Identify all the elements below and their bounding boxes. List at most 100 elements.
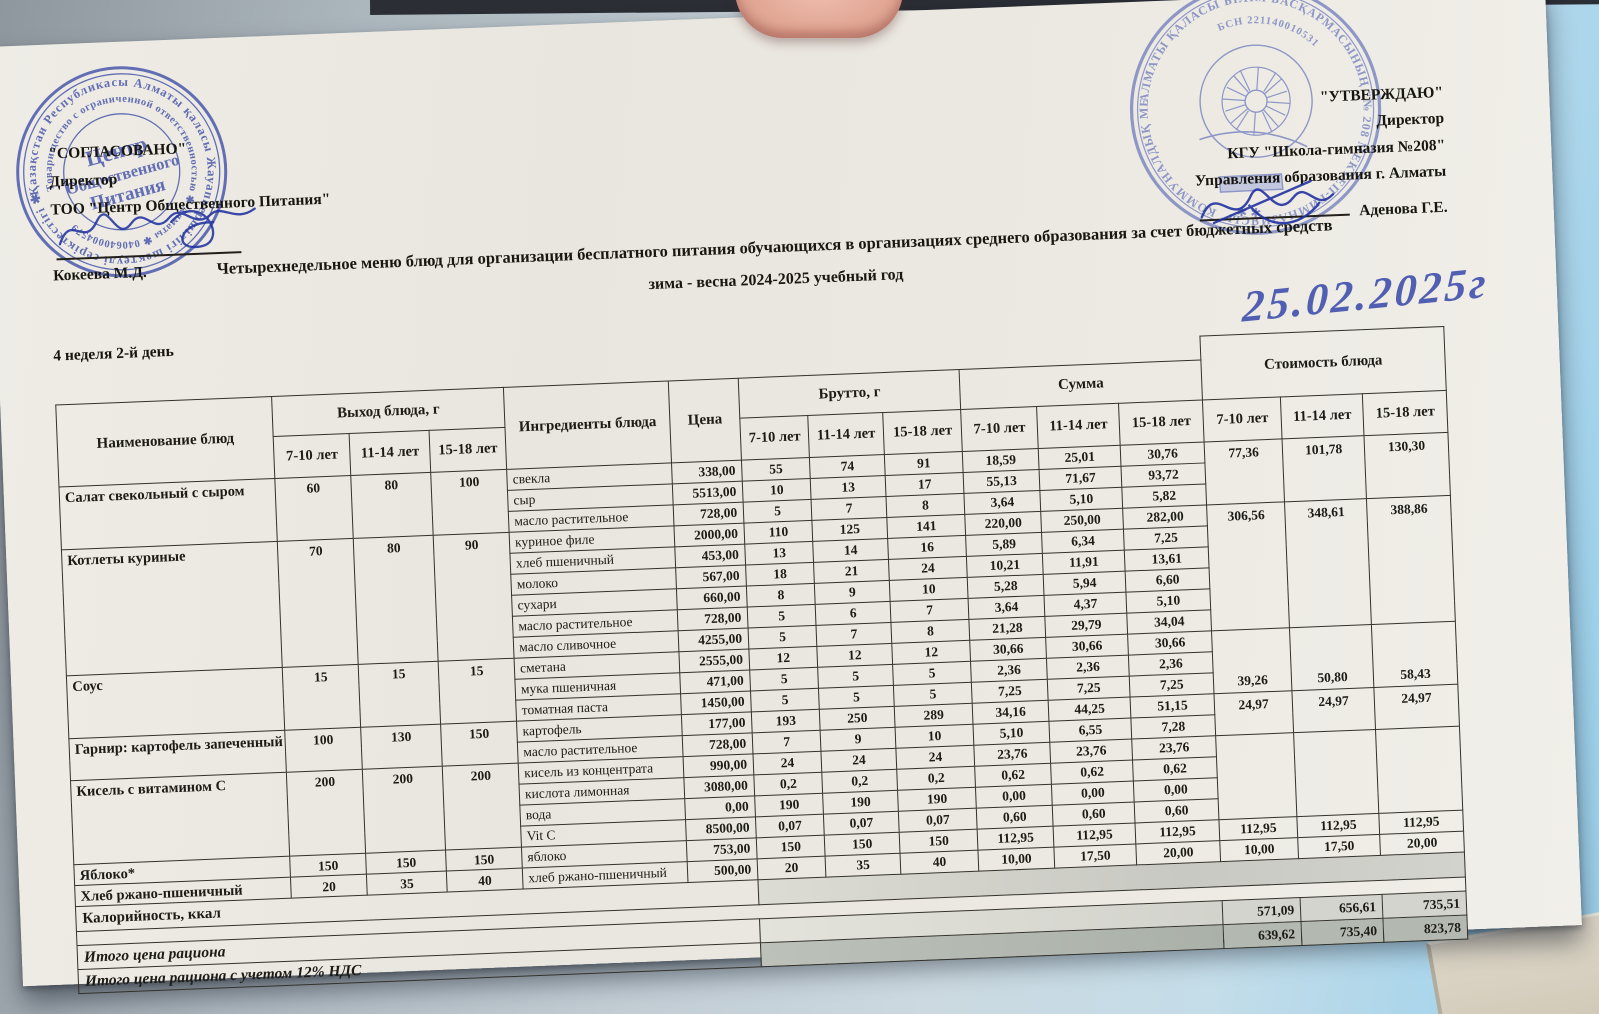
price-cell: 728,00: [673, 502, 745, 526]
brutto-cell: 9: [820, 727, 897, 752]
sum-cell: 3,64: [964, 490, 1041, 515]
age-header-cell: 15-18 лет: [882, 409, 963, 455]
age-header-cell: 11-14 лет: [1036, 403, 1121, 449]
price-cell: 753,00: [686, 837, 758, 862]
age-header-cell: 15-18 лет: [429, 427, 507, 473]
brutto-cell: 0,2: [821, 769, 898, 794]
sum-cell: 34,16: [972, 700, 1050, 725]
sum-cell: 10,00: [978, 847, 1055, 872]
age-header-cell: 11-14 лет: [807, 412, 885, 458]
price-header: Цена: [668, 378, 742, 463]
brutto-cell: 5: [817, 664, 894, 689]
age-header-cell: 7-10 лет: [739, 415, 810, 461]
price-cell: 728,00: [682, 732, 754, 757]
yield-cell: 130: [360, 724, 443, 770]
cost-cell: [1375, 726, 1463, 814]
sum-cell: 0,62: [974, 763, 1052, 788]
menu-table: Стоимость блюда Наименование блюд Выход …: [54, 326, 1468, 994]
cost-cell: 348,61: [1284, 498, 1372, 628]
footer-total-cell: 639,62: [1223, 921, 1303, 949]
brutto-cell: 55: [741, 457, 811, 482]
yield-cell: 200: [362, 766, 446, 854]
brutto-cell: 12: [816, 643, 893, 668]
brutto-cell: 24: [753, 751, 822, 775]
left-signature: [58, 207, 256, 248]
cost-cell: 39,26: [1211, 627, 1293, 694]
yield-cell: 150: [289, 853, 367, 878]
footer-total-cell: 823,78: [1383, 915, 1468, 943]
brutto-cell: 74: [809, 454, 886, 479]
yield-cell: 200: [286, 769, 366, 857]
brutto-cell: 7: [816, 622, 892, 647]
footer-total-cell: 571,09: [1222, 897, 1302, 925]
price-cell: 4255,00: [678, 628, 750, 652]
brutto-cell: 125: [812, 517, 888, 542]
sum-cell: 0,00: [975, 784, 1053, 809]
sum-cell: 55,13: [963, 469, 1041, 494]
brutto-cell: 0,07: [755, 814, 825, 838]
brutto-cell: 190: [822, 790, 899, 815]
brutto-cell: 10: [742, 478, 812, 503]
sum-cell: 5,10: [973, 721, 1050, 746]
week-day-label: 4 неделя 2-й день: [53, 342, 175, 365]
age-header-cell: 11-14 лет: [349, 430, 431, 476]
sum-cell: 220,00: [964, 511, 1042, 536]
yield-cell: 100: [430, 469, 510, 536]
brutto-cell: 0,07: [823, 811, 900, 836]
cost-cell: 24,97: [1374, 684, 1460, 730]
brutto-cell: 18: [745, 562, 815, 587]
brutto-cell: 110: [744, 520, 813, 545]
cost-cell: 24,97: [1292, 687, 1376, 733]
yield-cell: 100: [284, 727, 363, 773]
brutto-cell: 24: [821, 748, 897, 773]
age-header-cell: 7-10 лет: [960, 406, 1039, 452]
brutto-cell: 0,2: [753, 772, 823, 796]
cost-cell: 24,97: [1214, 690, 1294, 736]
yield-cell: 60: [274, 475, 354, 542]
yield-cell: 80: [350, 472, 434, 539]
right-signature: [1200, 179, 1335, 225]
brutto-cell: 13: [744, 541, 814, 566]
price-cell: 2555,00: [679, 648, 750, 673]
price-cell: 453,00: [674, 544, 746, 568]
cost-cell: 130,30: [1364, 432, 1451, 499]
sum-cell: 0,60: [976, 805, 1054, 830]
cost-cell: [1215, 732, 1298, 820]
sum-cell: 18,59: [962, 448, 1040, 473]
brutto-cell: 193: [751, 709, 821, 733]
sum-cell: 112,95: [977, 826, 1055, 851]
brutto-cell: 12: [749, 646, 818, 670]
cost-cell: 58,43: [1371, 621, 1458, 688]
price-cell: 471,00: [679, 669, 751, 694]
dish-name-cell: Кисель с витамином С: [70, 772, 290, 865]
dish-name-cell: Котлеты куриные: [61, 541, 283, 676]
brutto-cell: 7: [752, 730, 822, 754]
yield-cell: 15: [438, 658, 517, 725]
ingredients-header: Ингредиенты блюда: [503, 380, 672, 470]
left-round-stamp: Қазақстан Республикасы Алматы қаласы Жау…: [2, 53, 240, 291]
yield-cell: 20: [290, 874, 368, 899]
yield-cell: 70: [277, 538, 359, 668]
cost-cell: 77,36: [1204, 438, 1285, 505]
coat-of-arms-wings: [1199, 131, 1308, 148]
cost-cell: 101,78: [1282, 435, 1367, 502]
sum-cell: 23,76: [973, 742, 1051, 767]
yield-cell: 15: [282, 664, 361, 731]
finger-holding-paper: [735, 0, 903, 38]
price-cell: 660,00: [676, 586, 748, 610]
yield-cell: 150: [445, 847, 523, 872]
price-cell: 567,00: [675, 565, 747, 589]
svg-text:БСН 221140010531: БСН 221140010531: [1215, 12, 1322, 50]
brutto-cell: 5: [747, 604, 817, 629]
brutto-cell: 5: [748, 625, 817, 649]
sum-cell: 3,64: [968, 595, 1045, 620]
dish-name-cell: Соус: [66, 667, 285, 739]
paper-document: Қазақстан Республикасы Алматы қаласы Жау…: [0, 0, 1582, 994]
yield-cell: 40: [446, 868, 524, 893]
footer-total-cell: 735,40: [1301, 918, 1385, 946]
brutto-cell: 9: [814, 580, 891, 605]
price-cell: 500,00: [687, 858, 759, 883]
sum-cell: 7,25: [971, 679, 1049, 704]
price-cell: 728,00: [677, 607, 749, 631]
